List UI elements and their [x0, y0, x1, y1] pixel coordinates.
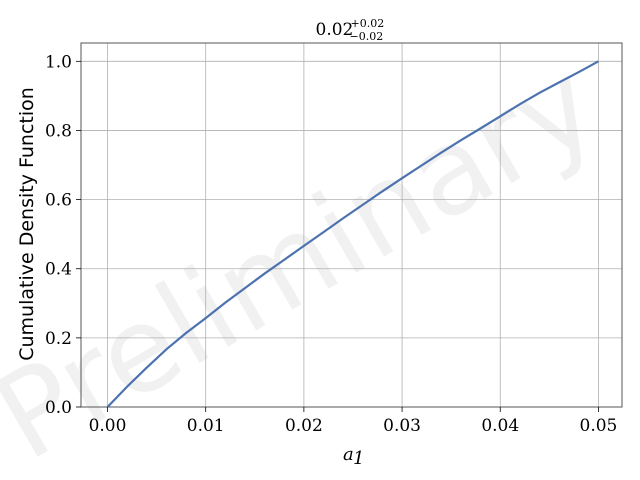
plot-frame	[80, 42, 623, 408]
x-tick-label: 0.05	[580, 416, 618, 436]
title-upper-error: +0.02	[351, 17, 385, 30]
chart-title: 0.02 +0.02 −0.02	[316, 17, 385, 43]
title-lower-error: −0.02	[350, 30, 384, 43]
x-tick-label: 0.03	[383, 416, 421, 436]
cdf-series-line	[106, 60, 599, 408]
title-value: 0.02	[316, 20, 354, 40]
y-tick-label: 0.4	[45, 260, 72, 280]
x-axis-label: a 1	[343, 444, 364, 469]
y-tick-label: 0.8	[45, 121, 72, 141]
ticks: 0.00 0.01 0.02 0.03 0.04 0.05 0.0 0.2 0.4 0.6 0.8 1…	[45, 52, 617, 436]
x-tick-label: 0.00	[89, 416, 127, 436]
x-tick-label: 0.02	[285, 416, 323, 436]
y-tick-label: 0.6	[45, 191, 72, 211]
grid	[81, 43, 622, 408]
x-axis-label-symbol: a	[343, 444, 354, 465]
y-tick-label: 0.0	[45, 398, 72, 418]
y-axis-label: Cumulative Density Function	[16, 87, 38, 361]
y-tick-label: 1.0	[45, 52, 72, 72]
x-axis-label-subscript: 1	[353, 448, 364, 469]
x-tick-label: 0.04	[481, 416, 519, 436]
x-tick-label: 0.01	[187, 416, 225, 436]
y-tick-label: 0.2	[45, 329, 72, 349]
